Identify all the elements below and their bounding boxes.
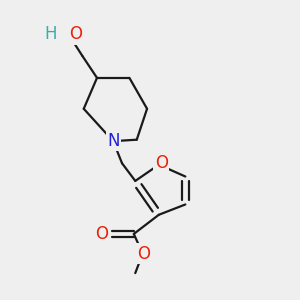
Text: H: H [45, 25, 57, 43]
Text: O: O [138, 244, 151, 262]
Text: O: O [69, 25, 82, 43]
Text: O: O [155, 154, 168, 172]
Text: O: O [95, 225, 108, 243]
Text: N: N [107, 132, 119, 150]
